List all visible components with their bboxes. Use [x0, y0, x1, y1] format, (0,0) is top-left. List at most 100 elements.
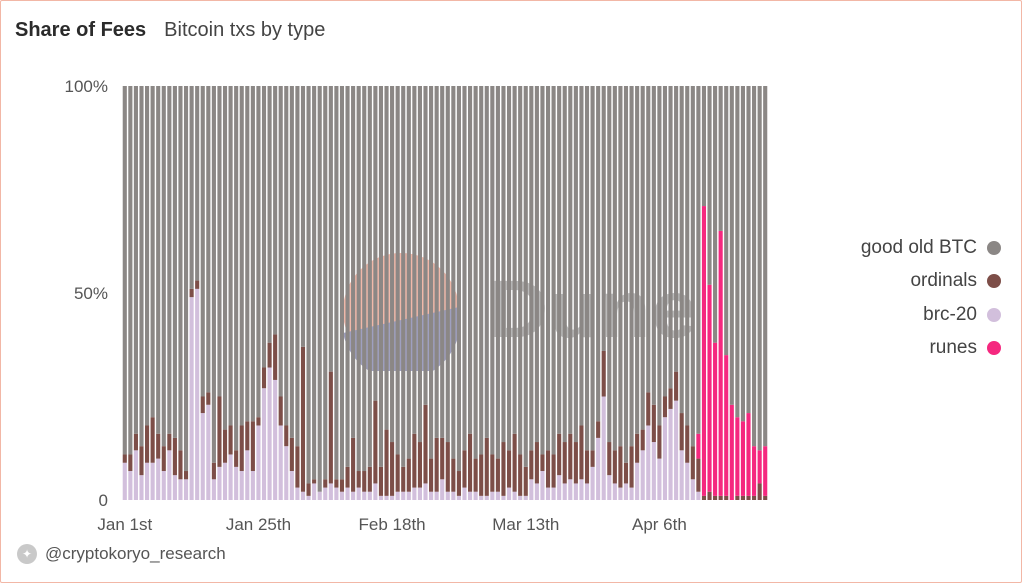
bar-segment-ordinals[interactable]	[568, 433, 573, 480]
bar-segment-brc-20[interactable]	[623, 483, 629, 500]
bar-segment-good-old-btc[interactable]	[183, 86, 189, 472]
bar-segment-brc-20[interactable]	[323, 487, 328, 500]
bar-segment-brc-20[interactable]	[406, 491, 411, 500]
bar-segment-good-old-btc[interactable]	[278, 86, 283, 397]
bar-segment-ordinals[interactable]	[612, 450, 617, 484]
bar-segment-ordinals[interactable]	[646, 392, 651, 426]
bar-segment-ordinals[interactable]	[384, 429, 389, 496]
bar-segment-brc-20[interactable]	[651, 442, 656, 500]
bar-segment-ordinals[interactable]	[172, 437, 177, 476]
bar-segment-brc-20[interactable]	[256, 425, 261, 500]
bar-segment-ordinals[interactable]	[746, 495, 751, 500]
bar-segment-good-old-btc[interactable]	[245, 86, 250, 422]
bar-segment-good-old-btc[interactable]	[618, 86, 623, 447]
bar-segment-good-old-btc[interactable]	[579, 86, 584, 426]
bar-segment-brc-20[interactable]	[490, 491, 495, 500]
bar-segment-good-old-btc[interactable]	[334, 86, 339, 480]
bar-segment-good-old-btc[interactable]	[395, 86, 400, 455]
bar-segment-brc-20[interactable]	[557, 475, 562, 500]
bar-segment-brc-20[interactable]	[423, 483, 428, 500]
bar-segment-brc-20[interactable]	[696, 491, 701, 500]
bar-segment-good-old-btc[interactable]	[451, 86, 456, 459]
bar-segment-good-old-btc[interactable]	[440, 86, 445, 438]
bar-segment-good-old-btc[interactable]	[161, 86, 166, 447]
bar-segment-good-old-btc[interactable]	[462, 86, 467, 451]
bar-segment-good-old-btc[interactable]	[674, 86, 679, 372]
bar-segment-brc-20[interactable]	[584, 483, 590, 500]
bar-segment-ordinals[interactable]	[668, 388, 673, 409]
bar-segment-ordinals[interactable]	[150, 417, 155, 463]
bar-segment-brc-20[interactable]	[306, 495, 311, 500]
bar-segment-brc-20[interactable]	[373, 483, 378, 500]
bar-segment-brc-20[interactable]	[607, 475, 612, 500]
bar-segment-ordinals[interactable]	[406, 458, 411, 492]
bar-segment-good-old-btc[interactable]	[284, 86, 289, 426]
bar-segment-ordinals[interactable]	[328, 371, 333, 484]
bar-segment-ordinals[interactable]	[551, 454, 556, 488]
bar-segment-good-old-btc[interactable]	[356, 86, 361, 472]
bar-segment-ordinals[interactable]	[312, 479, 317, 484]
bar-segment-brc-20[interactable]	[390, 495, 395, 500]
bar-segment-ordinals[interactable]	[378, 466, 384, 496]
bar-segment-brc-20[interactable]	[222, 462, 228, 500]
bar-segment-runes[interactable]	[735, 417, 740, 496]
bar-segment-ordinals[interactable]	[607, 442, 612, 476]
bar-segment-brc-20[interactable]	[512, 491, 517, 500]
bar-segment-good-old-btc[interactable]	[145, 86, 150, 426]
bar-segment-good-old-btc[interactable]	[590, 86, 595, 451]
bar-segment-ordinals[interactable]	[718, 495, 723, 500]
bar-segment-ordinals[interactable]	[573, 442, 578, 484]
bar-segment-brc-20[interactable]	[523, 495, 528, 500]
bar-segment-brc-20[interactable]	[495, 491, 500, 500]
bar-segment-ordinals[interactable]	[267, 342, 272, 368]
bar-segment-runes[interactable]	[696, 433, 701, 459]
bar-segment-ordinals[interactable]	[534, 442, 539, 484]
bar-segment-brc-20[interactable]	[429, 491, 434, 500]
bar-segment-good-old-btc[interactable]	[312, 86, 317, 480]
bar-segment-ordinals[interactable]	[579, 425, 584, 480]
bar-segment-brc-20[interactable]	[139, 475, 144, 500]
bar-segment-brc-20[interactable]	[351, 491, 356, 500]
bar-segment-ordinals[interactable]	[713, 495, 718, 500]
bar-segment-ordinals[interactable]	[323, 479, 328, 488]
bar-segment-brc-20[interactable]	[635, 462, 640, 500]
bar-segment-ordinals[interactable]	[690, 446, 695, 480]
bar-segment-good-old-btc[interactable]	[156, 86, 161, 434]
bar-segment-good-old-btc[interactable]	[367, 86, 372, 467]
bar-segment-good-old-btc[interactable]	[273, 86, 278, 335]
bar-segment-runes[interactable]	[763, 446, 768, 496]
bar-segment-good-old-btc[interactable]	[679, 86, 684, 414]
bar-segment-good-old-btc[interactable]	[551, 86, 556, 455]
bar-segment-ordinals[interactable]	[133, 433, 138, 451]
bar-segment-brc-20[interactable]	[529, 479, 534, 500]
bar-segment-ordinals[interactable]	[139, 446, 144, 476]
bar-segment-ordinals[interactable]	[300, 346, 306, 492]
bar-segment-ordinals[interactable]	[145, 425, 150, 463]
bar-segment-ordinals[interactable]	[390, 442, 395, 496]
bar-segment-good-old-btc[interactable]	[518, 86, 523, 455]
bar-segment-good-old-btc[interactable]	[239, 86, 244, 426]
bar-segment-brc-20[interactable]	[479, 495, 484, 500]
bar-segment-brc-20[interactable]	[451, 491, 456, 500]
bar-segment-good-old-btc[interactable]	[646, 86, 651, 393]
bar-segment-brc-20[interactable]	[156, 458, 161, 500]
bar-segment-good-old-btc[interactable]	[150, 86, 155, 418]
bar-segment-brc-20[interactable]	[384, 495, 389, 500]
bar-segment-ordinals[interactable]	[362, 471, 367, 492]
attribution-handle[interactable]: @cryptokoryo_research	[45, 544, 226, 563]
bar-segment-good-old-btc[interactable]	[523, 86, 528, 467]
legend-item-runes[interactable]: runes	[821, 332, 1001, 366]
bar-segment-good-old-btc[interactable]	[122, 86, 127, 455]
bar-segment-ordinals[interactable]	[735, 495, 740, 500]
bar-segment-good-old-btc[interactable]	[468, 86, 473, 434]
bar-segment-brc-20[interactable]	[668, 408, 673, 500]
bar-segment-ordinals[interactable]	[440, 437, 445, 480]
bar-segment-brc-20[interactable]	[640, 450, 645, 500]
bar-segment-brc-20[interactable]	[300, 491, 306, 500]
bar-segment-brc-20[interactable]	[339, 491, 345, 500]
bar-segment-good-old-btc[interactable]	[195, 86, 200, 281]
bar-segment-ordinals[interactable]	[629, 446, 634, 488]
bar-segment-brc-20[interactable]	[273, 379, 278, 500]
bar-segment-ordinals[interactable]	[506, 450, 512, 488]
bar-segment-brc-20[interactable]	[601, 396, 606, 501]
